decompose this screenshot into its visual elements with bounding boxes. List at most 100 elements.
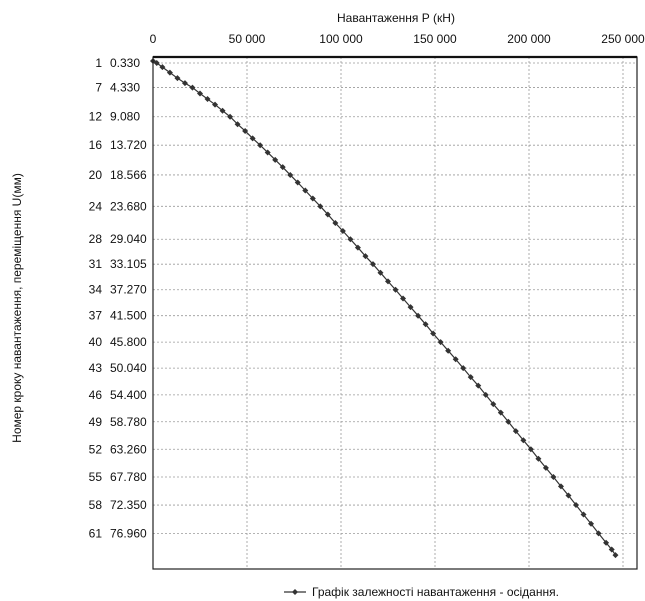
data-point [174, 75, 181, 82]
data-point [309, 195, 316, 202]
data-point [573, 502, 579, 509]
data-point [385, 278, 391, 285]
y-tick-step-label: 16 [89, 138, 103, 152]
y-tick-labels: 1 0.330 7 4.330 12 9.080 16 13.720 20 18.566 24 23.… [89, 56, 147, 540]
series-group [150, 58, 619, 559]
data-point [392, 286, 399, 293]
y-tick-step-label: 55 [89, 470, 103, 484]
y-tick-step-label: 46 [89, 388, 103, 402]
y-tick-step-label: 61 [89, 526, 103, 540]
data-point [512, 428, 519, 435]
y-tick-displacement-label: 0.330 [110, 56, 140, 70]
data-point [294, 179, 301, 186]
data-point [460, 365, 467, 372]
data-point [430, 330, 437, 337]
y-tick-displacement-label: 18.566 [110, 168, 147, 182]
x-tick-labels: 0 50 000 100 000 150 000 200 000 250 000 [150, 32, 645, 46]
y-tick-displacement-label: 45.800 [110, 335, 147, 349]
y-tick-displacement-label: 29.040 [110, 232, 147, 246]
y-tick-step-label: 49 [89, 415, 103, 429]
y-tick-step-label: 12 [89, 110, 103, 124]
x-tick-label: 250 000 [601, 32, 645, 46]
data-point [400, 295, 407, 302]
data-point [279, 164, 286, 171]
y-tick-displacement-label: 4.330 [110, 81, 140, 95]
y-tick-displacement-label: 33.105 [110, 257, 147, 271]
data-point [490, 401, 497, 408]
data-point [324, 211, 331, 218]
y-tick-displacement-label: 50.040 [110, 361, 147, 375]
y-tick-displacement-label: 41.500 [110, 309, 147, 323]
data-point [580, 511, 587, 518]
data-point [272, 156, 279, 163]
y-tick-step-label: 37 [89, 309, 103, 323]
data-point [219, 107, 226, 114]
data-point [452, 356, 459, 363]
data-point [497, 409, 504, 416]
data-point [181, 80, 188, 87]
data-point [197, 90, 203, 97]
y-tick-displacement-label: 76.960 [110, 526, 147, 540]
y-tick-displacement-label: 63.260 [110, 442, 147, 456]
y-tick-displacement-label: 72.350 [110, 498, 147, 512]
y-tick-step-label: 1 [95, 56, 102, 70]
data-point [204, 96, 211, 103]
data-point [302, 187, 309, 194]
y-tick-step-label: 7 [95, 81, 102, 95]
y-tick-displacement-label: 23.680 [110, 199, 147, 213]
legend: Графік залежності навантаження - осіданн… [284, 585, 559, 599]
y-tick-step-label: 24 [89, 199, 103, 213]
data-point [249, 135, 256, 142]
series-line [152, 60, 616, 556]
data-point [407, 304, 414, 311]
plot-frame [152, 56, 638, 570]
data-point [369, 261, 376, 268]
x-axis-title: Навантаження Р (кН) [337, 11, 455, 25]
data-point [467, 374, 474, 381]
y-tick-step-label: 40 [89, 335, 103, 349]
data-point [550, 473, 557, 480]
y-tick-displacement-label: 58.780 [110, 415, 147, 429]
y-tick-step-label: 34 [89, 283, 103, 297]
y-tick-step-label: 58 [89, 498, 103, 512]
data-point [612, 552, 619, 559]
y-tick-step-label: 43 [89, 361, 103, 375]
data-point [287, 171, 294, 178]
y-tick-displacement-label: 13.720 [110, 138, 147, 152]
data-point [227, 113, 234, 120]
data-point [159, 64, 166, 71]
x-tick-label: 0 [150, 32, 157, 46]
y-tick-step-label: 28 [89, 232, 103, 246]
data-point [339, 228, 346, 235]
data-point [520, 437, 527, 444]
data-point [565, 492, 572, 499]
data-point [377, 269, 384, 276]
data-point [354, 244, 361, 251]
data-point [475, 382, 482, 389]
data-point [212, 101, 219, 108]
data-point [595, 530, 602, 537]
y-tick-displacement-label: 67.780 [110, 470, 147, 484]
data-point [535, 455, 542, 462]
data-point [317, 203, 324, 210]
y-tick-step-label: 52 [89, 442, 103, 456]
data-point [153, 60, 160, 67]
legend-label: Графік залежності навантаження - осіданн… [312, 585, 559, 599]
data-point [415, 312, 422, 319]
data-point [527, 446, 534, 453]
x-tick-label: 50 000 [229, 32, 266, 46]
data-point [362, 253, 369, 260]
data-point [445, 347, 452, 354]
y-axis-title: Номер кроку навантаження, переміщення U(… [10, 173, 24, 443]
data-point [482, 391, 489, 398]
grid-lines [153, 57, 637, 569]
data-point [347, 236, 354, 243]
data-point [264, 149, 271, 156]
data-point [603, 539, 610, 546]
data-point [422, 321, 429, 328]
x-tick-label: 200 000 [507, 32, 551, 46]
legend-marker-swatch [292, 589, 298, 595]
data-point [332, 220, 339, 227]
data-point [608, 546, 615, 553]
